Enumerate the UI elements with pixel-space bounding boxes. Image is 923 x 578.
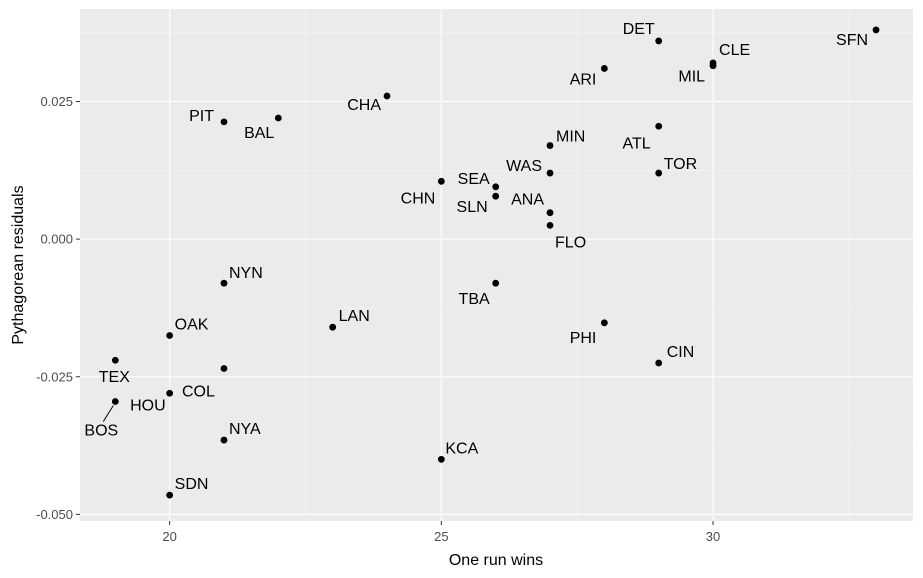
point-label-phi: PHI [570, 330, 597, 347]
point-label-cin: CIN [667, 344, 695, 361]
point-label-kca: KCA [445, 440, 478, 457]
x-tick-label: 30 [706, 529, 720, 544]
data-point-ari [600, 65, 608, 72]
data-point-lan [329, 323, 337, 331]
point-label-nyn: NYN [229, 265, 263, 282]
y-axis: -0.050 -0.025 0.000 0.025 [36, 94, 80, 522]
data-point-atl [655, 122, 663, 130]
data-point-oak [166, 332, 174, 339]
y-tick-label: -0.025 [36, 369, 73, 384]
y-tick-label: 0.000 [40, 232, 73, 247]
point-label-sea: SEA [458, 171, 490, 188]
data-point-min [546, 142, 554, 149]
point-label-cle: CLE [719, 42, 750, 59]
x-tick-label: 20 [162, 529, 176, 544]
data-point-tor [655, 169, 663, 177]
point-label-tor: TOR [664, 156, 697, 173]
point-label-was: WAS [506, 158, 542, 175]
point-label-sfn: SFN [836, 32, 868, 49]
point-label-cha: CHA [347, 97, 381, 114]
point-label-min: MIN [556, 129, 585, 146]
data-point-chn [437, 177, 445, 185]
y-axis-title: Pythagorean residuals [10, 185, 27, 344]
data-point-col [220, 365, 228, 372]
data-point-tex [111, 356, 119, 364]
point-label-bos: BOS [84, 423, 118, 440]
data-point-nya [220, 436, 228, 444]
point-label-chn: CHN [401, 190, 436, 207]
data-point-nyn [220, 279, 228, 287]
point-label-tba: TBA [459, 291, 490, 308]
data-point-mil [709, 62, 717, 70]
point-label-sdn: SDN [175, 476, 209, 493]
point-label-sln: SLN [457, 199, 488, 216]
data-point-ana [546, 209, 554, 217]
data-point-tba [492, 279, 500, 287]
point-label-nya: NYA [229, 421, 261, 438]
point-labels: SFN CLE MIL DET ARI CHA BAL PIT ATL TOR MIN WAS CHN S… [84, 21, 868, 493]
point-label-lan: LAN [339, 308, 370, 325]
label-leader-lines [102, 405, 114, 422]
point-label-hou: HOU [130, 397, 166, 414]
data-point-sln [492, 192, 500, 200]
data-point-was [546, 169, 554, 177]
x-axis-title: One run wins [449, 552, 543, 569]
data-point-sea [492, 183, 500, 191]
point-label-bal: BAL [244, 125, 274, 142]
point-label-ana: ANA [511, 192, 544, 209]
point-label-atl: ATL [623, 135, 651, 152]
data-point-phi [600, 319, 608, 327]
data-point-kca [437, 455, 445, 463]
data-point-hou [166, 389, 174, 397]
point-label-col: COL [182, 384, 215, 401]
data-points [111, 26, 880, 499]
plot-panel [80, 9, 913, 521]
data-point-cha [383, 92, 391, 100]
point-label-pit: PIT [189, 108, 214, 125]
point-label-det: DET [623, 21, 655, 38]
data-point-pit [220, 118, 228, 126]
leader-line-bos [102, 405, 114, 422]
x-tick-label: 25 [434, 529, 448, 544]
data-point-bos [111, 398, 119, 405]
data-point-bal [274, 114, 282, 122]
y-tick-label: -0.050 [36, 507, 73, 522]
point-label-ari: ARI [570, 71, 597, 88]
data-point-sfn [872, 26, 880, 34]
point-label-mil: MIL [678, 69, 705, 86]
point-label-flo: FLO [555, 234, 586, 251]
data-point-sdn [166, 491, 174, 499]
y-tick-label: 0.025 [40, 94, 73, 109]
data-point-cin [655, 359, 663, 367]
grid-lines [80, 9, 913, 521]
data-point-det [655, 37, 663, 45]
point-label-tex: TEX [99, 369, 130, 386]
point-label-oak: OAK [175, 316, 209, 333]
data-point-flo [546, 221, 554, 229]
x-axis: 20 25 30 [162, 521, 720, 544]
